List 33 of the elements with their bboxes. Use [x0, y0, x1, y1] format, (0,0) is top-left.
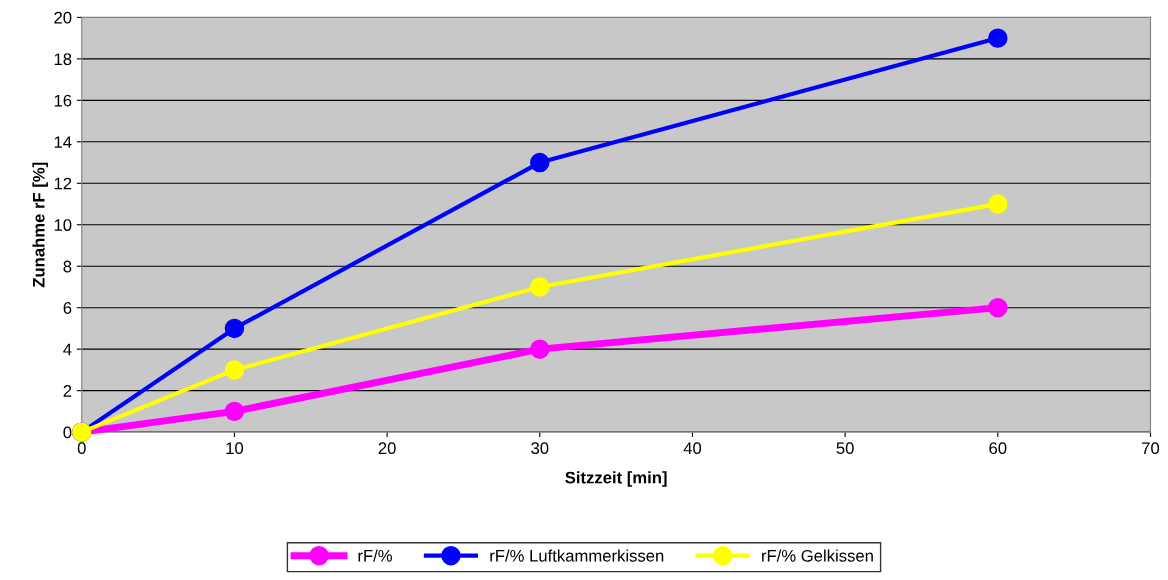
y-tick-label: 4 [63, 343, 72, 356]
point [530, 339, 550, 359]
point [988, 28, 1008, 48]
x-tick-label: 70 [1142, 442, 1160, 455]
x-axis-title: Sitzzeit [min] [565, 471, 667, 487]
y-tick-label: 6 [63, 302, 72, 314]
legend-label: rF/% Gelkissen [762, 549, 873, 562]
point [530, 152, 550, 173]
x-tick-label: 0 [77, 442, 86, 455]
y-tick-label: 8 [63, 260, 72, 273]
point [988, 297, 1008, 318]
y-tick-label: 0 [63, 426, 72, 439]
point [530, 277, 550, 297]
x-tick-label: 60 [989, 442, 1007, 455]
x-tick-label: 20 [378, 442, 396, 455]
y-tick-label: 18 [54, 53, 72, 66]
y-tick-label: 2 [63, 385, 72, 397]
point [224, 318, 245, 339]
y-tick-label: 12 [54, 177, 72, 190]
x-tick-label: 50 [836, 442, 854, 455]
legend-label: rF/% [358, 549, 392, 562]
x-tick-label: 40 [683, 442, 702, 455]
y-tick-label: 14 [54, 136, 72, 148]
point [224, 401, 245, 422]
point [988, 194, 1008, 214]
y-tick-label: 16 [54, 94, 72, 107]
legend-label: rF/% Luftkammerkissen [490, 549, 664, 562]
x-tick-label: 10 [226, 442, 244, 455]
x-tick-label: 30 [531, 442, 549, 455]
point [224, 360, 245, 380]
y-tick-label: 10 [54, 219, 72, 231]
y-axis-title: Zunahme rF [%] [32, 162, 48, 288]
y-tick-label: 20 [54, 11, 72, 24]
